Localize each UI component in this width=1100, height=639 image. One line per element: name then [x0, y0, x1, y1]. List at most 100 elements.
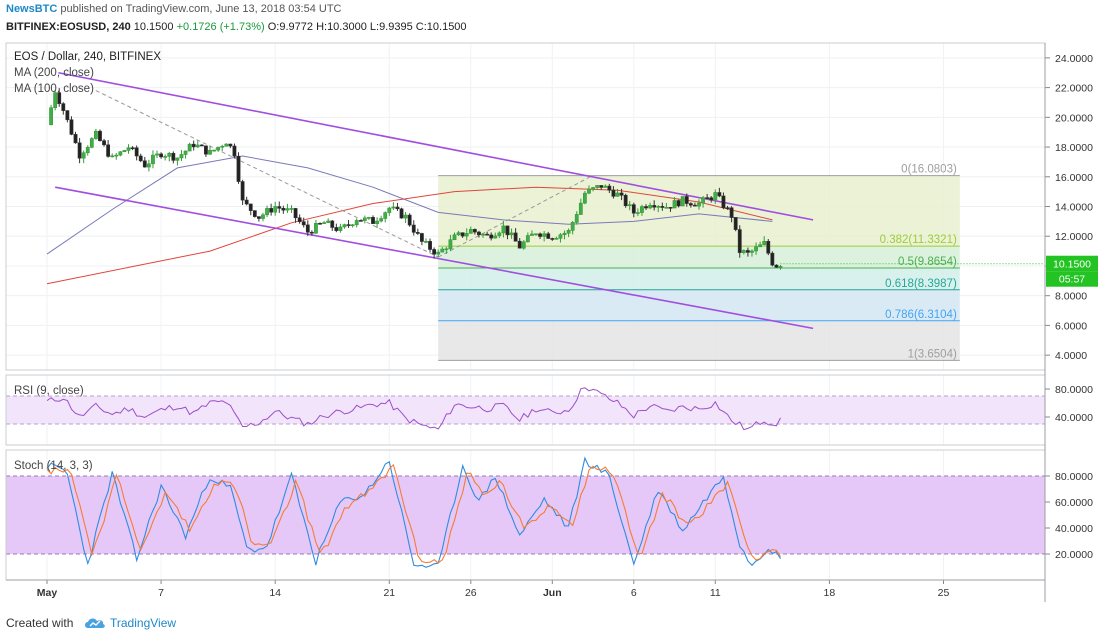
candle-body [428, 241, 432, 250]
chart-canvas[interactable]: 24.0000 22.0000 20.0000 18.0000 16.0000 14.00… [0, 40, 1100, 610]
candle-body [403, 214, 408, 219]
dashed-trendline [437, 174, 594, 258]
candle-body [240, 181, 245, 201]
candle-body [660, 206, 665, 208]
candle-body [281, 208, 286, 211]
candle-body [509, 232, 514, 236]
ma100-legend: MA (100, close) [14, 83, 94, 95]
candle-body [721, 195, 726, 208]
candle-body [69, 119, 74, 135]
candle-body [705, 197, 710, 199]
fib-level-label: 0(16.0803) [901, 164, 957, 176]
fib-level-label: 0.786(6.3104) [885, 309, 957, 321]
candle-body [49, 107, 53, 126]
candle-body [53, 92, 58, 109]
fib-level-label: 1(3.6504) [908, 348, 957, 360]
time-axis-tick-label: May [37, 587, 58, 599]
candle-body [477, 231, 481, 236]
candle-body [106, 144, 111, 157]
ma200-line [46, 186, 773, 285]
candle-body [326, 220, 331, 223]
candle-body [472, 229, 477, 233]
tradingview-brand[interactable]: TradingView [110, 616, 177, 630]
candle-body [550, 238, 555, 240]
time-axis-tick-label: 11 [710, 587, 721, 599]
time-axis-tick-label: Jun [543, 587, 562, 599]
candle-body [399, 208, 404, 219]
candle-body [77, 142, 82, 159]
close-label: C:10.1500 [415, 21, 467, 33]
time-axis-tick-label: 6 [631, 587, 637, 599]
candle-body [358, 220, 363, 222]
rsi-axis-tick-label: 40.0000 [1055, 412, 1093, 424]
candle-body [191, 143, 196, 148]
candle-body [151, 154, 155, 165]
candle-body [554, 237, 559, 240]
change-label: +0.1726 (+1.73%) [176, 21, 265, 33]
candle-body [322, 222, 327, 224]
candle-body [599, 185, 604, 188]
candle-body [415, 232, 420, 234]
candle-body [668, 207, 673, 209]
chart-frame [5, 42, 1046, 602]
candle-body [269, 208, 274, 213]
publisher-name[interactable]: NewsBTC [6, 3, 58, 15]
candle-body [456, 232, 461, 236]
candle-body [248, 203, 253, 211]
price-axis-tick-label: 12.0000 [1055, 231, 1093, 243]
candle-body [110, 155, 115, 158]
candle-body [305, 224, 310, 233]
candle-body [224, 143, 229, 147]
rsi-pane: 80.0000 40.0000 RSI (9, close) [6, 384, 1093, 431]
candle-body [138, 155, 143, 162]
candle-body [199, 144, 204, 147]
symbol-ohlc-line: BITFINEX:EOSUSD, 240 10.1500 +0.1726 (+1… [6, 21, 467, 33]
candle-body [693, 204, 697, 207]
candle-body [546, 233, 551, 239]
candle-body [644, 206, 648, 209]
candle-body [118, 151, 123, 156]
candle-body [432, 249, 437, 255]
candle-body [65, 110, 70, 121]
candle-body [468, 229, 473, 234]
candle-body [285, 208, 290, 211]
candle-body [334, 227, 339, 231]
candle-body [436, 251, 441, 255]
candle-body [309, 231, 314, 234]
candle-body [195, 144, 200, 148]
candle-body [444, 248, 449, 251]
time-axis-tick-label: 25 [938, 587, 950, 599]
candle-body [318, 222, 322, 225]
publish-line: NewsBTC published on TradingView.com, Ju… [6, 3, 342, 15]
chart-header: NewsBTC published on TradingView.com, Ju… [0, 0, 1100, 40]
time-axis-tick-label: 7 [158, 587, 164, 599]
candle-body [631, 204, 636, 214]
time-axis: May 7 14 21 26 Jun 6 11 18 25 [37, 580, 950, 599]
candle-body [277, 206, 282, 209]
candle-body [497, 232, 502, 237]
candle-body [648, 205, 653, 209]
candle-body [244, 199, 249, 205]
candle-body [680, 196, 685, 207]
candle-body [265, 208, 269, 216]
stoch-axis-tick-label: 80.0000 [1055, 471, 1093, 483]
candle-body [252, 210, 257, 217]
candle-body [236, 155, 241, 182]
tradingview-cloud-icon [85, 618, 105, 628]
candle-body [619, 192, 624, 196]
candle-body [228, 143, 233, 147]
candle-body [778, 266, 783, 268]
price-axis-tick-label: 14.0000 [1055, 202, 1093, 214]
candle-body [725, 207, 730, 209]
open-label: O:9.9772 [267, 21, 313, 33]
candle-body [623, 194, 628, 207]
price-pane-title: EOS / Dollar, 240, BITFINEX [14, 51, 161, 63]
candle-body [367, 217, 371, 219]
candle-body [733, 217, 738, 230]
price-pane: 24.0000 22.0000 20.0000 18.0000 16.0000 14.00… [6, 43, 1098, 580]
candle-body [354, 220, 359, 226]
candle-body [701, 197, 705, 204]
candle-body [155, 153, 159, 156]
candle-body [85, 147, 90, 154]
candle-body [424, 241, 428, 243]
